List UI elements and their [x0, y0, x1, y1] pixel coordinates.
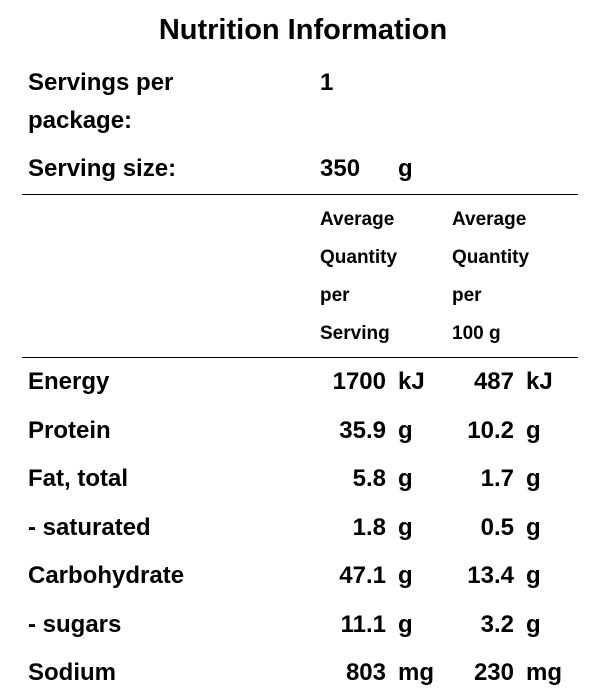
column-header: Serving [320, 323, 390, 344]
per-100g-unit: g [526, 562, 541, 589]
per-100g-unit: g [526, 416, 541, 444]
per-serving-value: 803 [345, 659, 386, 686]
column-header: per [320, 285, 350, 306]
nutrient-name: Sodium [28, 659, 116, 686]
per-serving-value: 11.1 [340, 610, 386, 638]
per-100g-value: 3.2 [480, 610, 514, 638]
nutrient-name: - sugars [28, 610, 122, 638]
per-100g-value: 230 [473, 659, 514, 686]
per-100g-unit: g [526, 513, 541, 541]
per-serving-unit: g [398, 513, 413, 541]
nutrient-name: - saturated [28, 513, 151, 541]
per-100g-unit: mg [526, 659, 562, 686]
per-100g-unit: g [526, 610, 541, 638]
serving-size-label: Serving size: [28, 155, 177, 182]
per-100g-value: 1.7 [480, 465, 514, 492]
column-header: 100 g [452, 323, 501, 344]
per-serving-unit: g [398, 416, 413, 444]
per-serving-unit: g [398, 610, 413, 638]
per-100g-value: 13.4 [467, 562, 514, 589]
per-serving-unit: g [398, 562, 413, 589]
per-100g-unit: g [526, 465, 541, 492]
serving-size-value: 350 [320, 155, 361, 182]
per-serving-value: 5.8 [352, 465, 386, 492]
per-serving-unit: mg [398, 659, 434, 686]
nutrient-name: Carbohydrate [28, 562, 185, 589]
per-serving-value: 1700 [332, 368, 386, 395]
column-header: Quantity [452, 247, 530, 268]
column-header: Average [320, 209, 395, 230]
per-serving-value: 47.1 [339, 562, 386, 589]
divider [22, 194, 578, 195]
per-100g-value: 487 [473, 368, 514, 395]
per-serving-value: 1.8 [352, 513, 386, 541]
column-header: Average [452, 209, 527, 230]
nutrient-name: Protein [28, 416, 111, 444]
divider [22, 357, 578, 358]
per-serving-unit: kJ [398, 368, 425, 395]
servings-label: Servings per package: [28, 69, 174, 134]
servings-value: 1 [320, 69, 334, 96]
title: Nutrition Information [158, 14, 448, 46]
per-100g-unit: kJ [526, 368, 553, 395]
nutrient-name: Energy [28, 368, 110, 395]
column-header: Quantity [320, 247, 398, 268]
per-serving-value: 35.9 [339, 416, 386, 444]
column-header: per [452, 285, 482, 306]
per-serving-unit: g [398, 465, 413, 492]
serving-size-unit: g [398, 155, 413, 182]
per-100g-value: 0.5 [480, 513, 514, 541]
per-100g-value: 10.2 [467, 416, 514, 444]
nutrient-name: Fat, total [28, 465, 128, 492]
